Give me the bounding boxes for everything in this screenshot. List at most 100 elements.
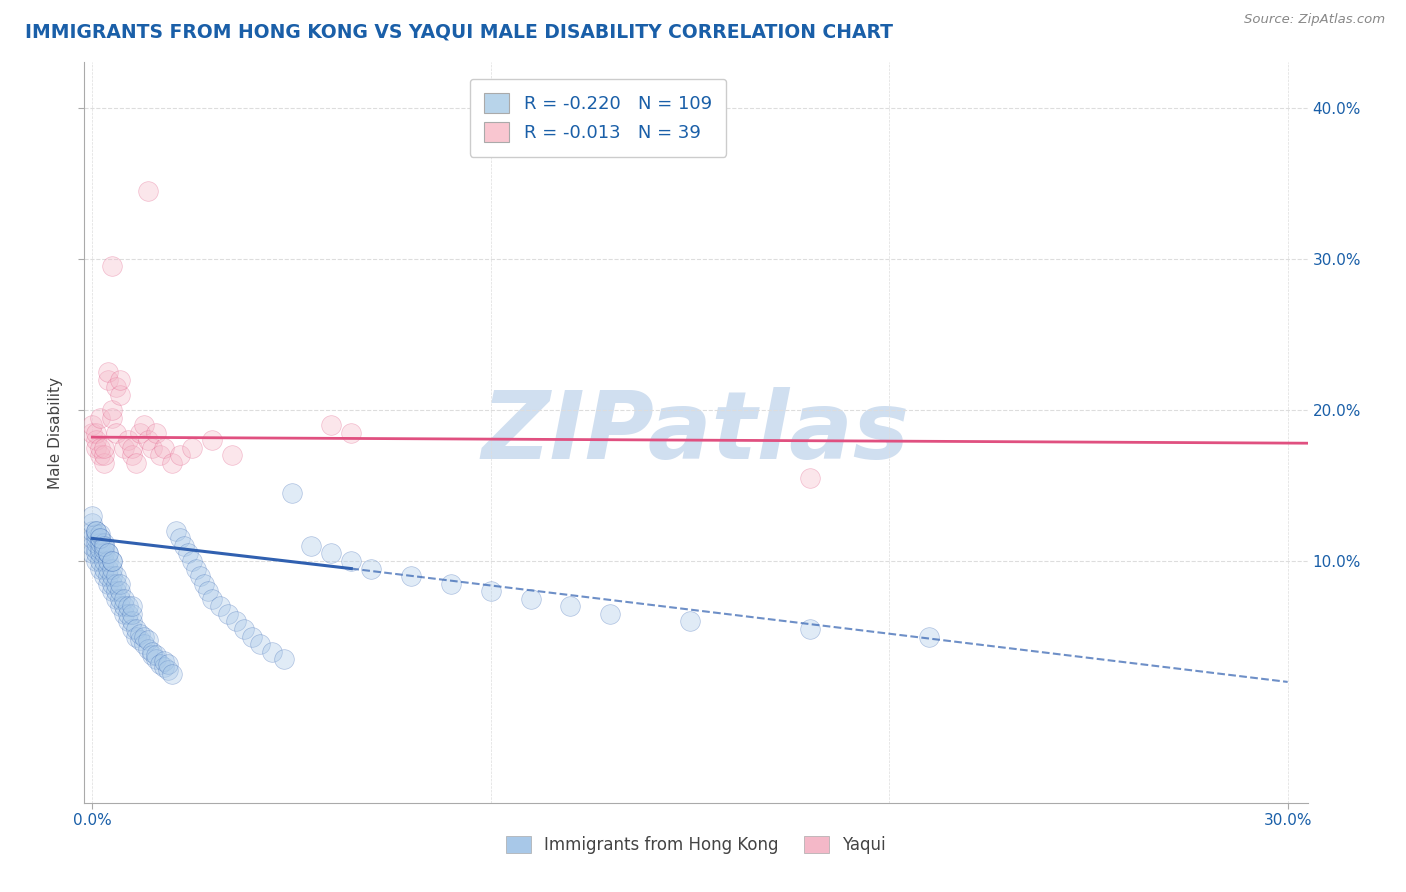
Point — [134, 637, 156, 651]
Point — [121, 615, 143, 629]
Point — [117, 433, 139, 447]
Point — [193, 576, 215, 591]
Point — [129, 626, 152, 640]
Point — [97, 373, 120, 387]
Point — [799, 471, 821, 485]
Point — [93, 541, 115, 556]
Point — [97, 547, 120, 561]
Point — [89, 536, 111, 550]
Point — [93, 561, 115, 575]
Point — [157, 657, 180, 671]
Point — [93, 448, 115, 462]
Point — [101, 584, 124, 599]
Point — [93, 536, 115, 550]
Point — [97, 365, 120, 379]
Point — [149, 657, 172, 671]
Point — [110, 599, 132, 614]
Point — [136, 184, 159, 198]
Point — [101, 260, 124, 274]
Point — [225, 615, 247, 629]
Point — [101, 569, 124, 583]
Point — [82, 532, 104, 546]
Point — [86, 554, 108, 568]
Point — [173, 539, 195, 553]
Point — [101, 576, 124, 591]
Point — [86, 524, 108, 538]
Point — [112, 607, 135, 621]
Point — [157, 663, 180, 677]
Point — [479, 584, 502, 599]
Point — [101, 554, 124, 568]
Point — [177, 547, 200, 561]
Point — [181, 554, 204, 568]
Point — [97, 576, 120, 591]
Point — [105, 380, 128, 394]
Point — [101, 403, 124, 417]
Point — [82, 524, 104, 538]
Point — [110, 584, 132, 599]
Point — [129, 632, 152, 647]
Point — [89, 448, 111, 462]
Point — [184, 561, 207, 575]
Point — [145, 425, 167, 440]
Point — [89, 441, 111, 455]
Point — [112, 591, 135, 606]
Text: IMMIGRANTS FROM HONG KONG VS YAQUI MALE DISABILITY CORRELATION CHART: IMMIGRANTS FROM HONG KONG VS YAQUI MALE … — [25, 22, 893, 41]
Point — [93, 441, 115, 455]
Point — [86, 532, 108, 546]
Point — [134, 418, 156, 433]
Point — [141, 645, 163, 659]
Point — [260, 645, 283, 659]
Point — [121, 599, 143, 614]
Point — [201, 591, 224, 606]
Point — [301, 539, 323, 553]
Point — [89, 532, 111, 546]
Point — [121, 607, 143, 621]
Point — [188, 569, 211, 583]
Point — [599, 607, 621, 621]
Point — [105, 576, 128, 591]
Point — [110, 591, 132, 606]
Point — [160, 456, 183, 470]
Point — [221, 448, 243, 462]
Point — [249, 637, 271, 651]
Point — [82, 539, 104, 553]
Point — [97, 569, 120, 583]
Point — [321, 418, 343, 433]
Point — [153, 441, 176, 455]
Point — [89, 541, 111, 556]
Point — [197, 584, 219, 599]
Point — [125, 456, 148, 470]
Point — [93, 569, 115, 583]
Point — [181, 441, 204, 455]
Point — [160, 667, 183, 681]
Point — [280, 486, 302, 500]
Y-axis label: Male Disability: Male Disability — [48, 376, 63, 489]
Point — [149, 448, 172, 462]
Point — [117, 615, 139, 629]
Point — [86, 547, 108, 561]
Point — [97, 561, 120, 575]
Point — [121, 441, 143, 455]
Point — [121, 448, 143, 462]
Point — [82, 425, 104, 440]
Point — [136, 632, 159, 647]
Point — [97, 554, 120, 568]
Point — [208, 599, 231, 614]
Point — [232, 622, 254, 636]
Point — [217, 607, 239, 621]
Point — [125, 622, 148, 636]
Point — [240, 630, 263, 644]
Point — [153, 654, 176, 668]
Point — [165, 524, 187, 538]
Point — [201, 433, 224, 447]
Point — [105, 569, 128, 583]
Point — [89, 561, 111, 575]
Point — [86, 541, 108, 556]
Point — [101, 554, 124, 568]
Point — [82, 547, 104, 561]
Point — [86, 425, 108, 440]
Point — [136, 641, 159, 656]
Point — [440, 576, 463, 591]
Point — [93, 539, 115, 553]
